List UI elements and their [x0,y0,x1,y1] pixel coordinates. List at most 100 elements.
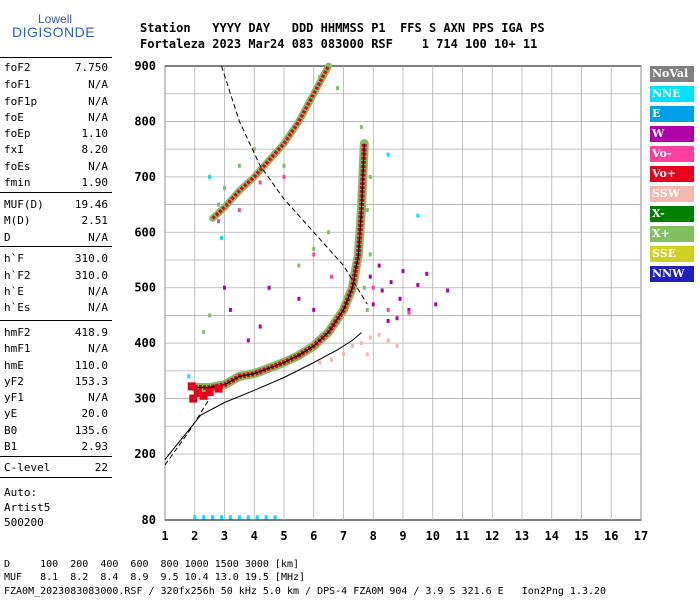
param-value: 2.51 [81,214,109,227]
param-row: foEp 1.10 [4,125,108,142]
param-name: yF1 [4,391,24,404]
param-name: M(D) [4,214,31,227]
param-row: h`F2 310.0 [4,267,108,284]
scatter-point-w [246,338,250,343]
autoscale-code: 500200 [4,516,44,529]
x-tick-label: 8 [370,529,377,543]
separator [0,57,112,58]
param-value: 418.9 [74,326,108,339]
scatter-point-nne [211,515,215,520]
scatter-point-w [389,280,393,285]
scatter-point-ssw [395,343,399,348]
x-tick-label: 10 [426,529,440,543]
scatter-point-x [368,252,372,257]
param-row: D N/A [4,229,108,246]
scatter-point-w [371,302,375,307]
param-name: B1 [4,440,18,453]
scatter-point-nne [208,174,212,179]
scatter-point-vo [330,274,334,279]
dashed-trace-lower [164,398,211,466]
param-row: MUF(D) 19.46 [4,196,108,213]
y-tick-label: 500 [134,281,156,295]
x-tick-label: 9 [399,529,406,543]
param-row: foEs N/A [4,158,108,175]
separator [0,477,112,478]
autoscale-label: Auto: [4,486,38,499]
y-tick-label: 80 [142,513,156,527]
param-row: hmF2 418.9 [4,324,108,341]
x-trace [211,65,331,220]
legend-item-vo: Vo- [650,146,694,162]
o-trace [194,143,367,390]
y-tick-label: 700 [134,170,156,184]
param-name: h`F [4,252,24,265]
param-name: foEs [4,160,31,173]
scatter-point-w [395,316,399,321]
param-row: h`F 310.0 [4,250,108,267]
scatter-point-x [359,124,363,129]
scatter-point-x [327,230,331,235]
scatter-point-vo [189,394,198,403]
param-name: fxI [4,143,24,156]
separator [0,192,112,193]
y-tick-label: 200 [134,447,156,461]
x-tick-label: 7 [340,529,347,543]
scatter-point-x [365,307,369,312]
param-name: h`F2 [4,269,31,282]
scatter-point-x [237,163,241,168]
scatter-point-x [362,285,366,290]
param-name: hmF2 [4,326,31,339]
x-tick-label: 3 [221,529,228,543]
scatter-point-ssw [386,338,390,343]
param-row: B1 2.93 [4,438,108,455]
scatter-point-ssw [377,332,381,337]
scatter-point-w [401,269,405,274]
scatter-point-nne [220,515,224,520]
param-value: 20.0 [81,407,109,420]
param-value: 1.10 [81,127,109,140]
scatter-point-ssw [318,360,322,365]
x-tick-label: 15 [574,529,588,543]
x-tick-label: 13 [515,529,529,543]
param-name: foF1 [4,78,31,91]
param-row: yF1 N/A [4,389,108,406]
legend-item-sse: SSE [650,246,694,262]
scatter-point-vo [187,382,196,391]
scatter-point-x [208,313,212,318]
legend-item-vo: Vo+ [650,166,694,182]
param-value: N/A [88,391,108,404]
param-row: B0 135.6 [4,422,108,439]
param-value: N/A [88,78,108,91]
param-row: C-level 22 [4,459,108,476]
legend-item-x: X- [650,206,694,222]
scatter-point-w [258,324,262,329]
scatter-point-vo [205,387,214,396]
scatter-point-nne [187,374,191,379]
param-value: 2.93 [81,440,109,453]
scatter-point-x [217,202,221,207]
scatter-point-w [267,285,271,290]
param-name: D [4,231,11,244]
scatter-point-nne [228,515,232,520]
scatter-point-w [425,271,429,276]
param-row: foF2 7.750 [4,59,108,76]
param-value: N/A [88,95,108,108]
separator [0,246,112,247]
footer-d-row: D 100 200 400 600 800 1000 1500 3000 [km… [4,559,300,570]
param-value: 8.20 [81,143,109,156]
autoscale-info: Auto: Artist5 500200 [4,485,50,530]
scatter-point-vo [193,389,202,398]
param-value: N/A [88,301,108,314]
scatter-point-ssw [365,352,369,357]
scatter-point-x [223,185,226,190]
scatter-point-nne [237,515,241,520]
scatter-point-vo [386,307,390,312]
param-row: hmF1 N/A [4,340,108,357]
scatter-point-nne [193,515,197,520]
y-tick-label: 300 [134,392,156,406]
x-tick-label: 4 [251,529,258,543]
legend-item-nne: NNE [650,86,694,102]
param-row: h`Es N/A [4,299,108,316]
param-name: foE [4,111,24,124]
logo-digisonde: DIGISONDE [12,24,96,40]
